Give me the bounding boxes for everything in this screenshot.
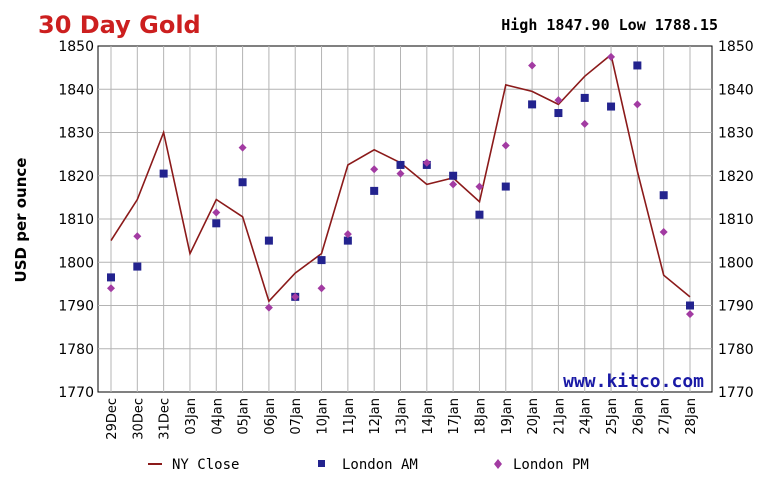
x-tick-label: 26Jan	[631, 398, 646, 435]
y-axis-label: USD per ounce	[12, 158, 30, 283]
point-london-am	[449, 171, 458, 180]
point-london-pm	[449, 180, 458, 189]
x-tick-label: 06Jan	[263, 398, 278, 435]
y-tick-label-left: 1780	[58, 342, 94, 358]
x-tick-label: 10Jan	[316, 398, 331, 435]
point-london-am	[607, 102, 616, 111]
point-london-am	[317, 256, 326, 265]
point-london-am	[501, 182, 510, 191]
legend-swatch-london-am	[318, 460, 325, 467]
x-tick-label: 29Dec	[105, 398, 120, 440]
y-tick-label-left: 1770	[58, 385, 94, 401]
x-tick-label: 19Jan	[500, 398, 515, 435]
y-tick-label-right: 1820	[718, 169, 754, 185]
y-tick-label-right: 1830	[718, 126, 754, 142]
point-london-am	[343, 236, 352, 245]
point-london-am	[554, 109, 563, 118]
point-london-pm	[607, 52, 616, 61]
x-tick-label: 17Jan	[447, 398, 462, 435]
point-london-pm	[343, 230, 352, 239]
y-tick-label-right: 1780	[718, 342, 754, 358]
point-london-pm	[212, 208, 221, 217]
point-london-pm	[396, 169, 405, 178]
point-london-pm	[475, 182, 484, 191]
x-tick-label: 07Jan	[289, 398, 304, 435]
x-tick-label: 27Jan	[658, 398, 673, 435]
x-tick-label: 14Jan	[421, 398, 436, 435]
x-tick-label: 24Jan	[579, 398, 594, 435]
y-tick-label-right: 1800	[718, 255, 754, 271]
point-london-pm	[107, 284, 115, 293]
y-tick-label-left: 1810	[58, 212, 94, 228]
x-tick-label: 18Jan	[473, 398, 488, 435]
point-london-am	[396, 160, 405, 169]
point-london-pm	[317, 284, 326, 293]
point-london-am	[107, 273, 115, 282]
y-tick-label-right: 1770	[718, 385, 754, 401]
point-london-pm	[501, 141, 510, 150]
x-tick-label: 03Jan	[184, 398, 199, 435]
point-london-pm	[422, 158, 431, 167]
y-tick-label-left: 1790	[58, 299, 94, 315]
point-london-am	[370, 186, 379, 195]
point-london-am	[580, 93, 589, 102]
y-tick-label-right: 1790	[718, 299, 754, 315]
x-tick-label: 05Jan	[237, 398, 252, 435]
watermark: www.kitco.com	[563, 371, 704, 392]
point-london-am	[633, 61, 642, 70]
y-tick-label-left: 1800	[58, 255, 94, 271]
y-tick-label-left: 1840	[58, 82, 94, 98]
point-london-am	[475, 210, 484, 219]
point-london-pm	[291, 292, 300, 301]
gridlines	[98, 46, 712, 392]
series-layer	[107, 52, 694, 319]
x-tick-label: 28Jan	[684, 398, 699, 435]
legend-swatch-london-pm	[494, 459, 502, 469]
chart-title: 30 Day Gold	[38, 11, 201, 39]
x-tick-label: 13Jan	[395, 398, 410, 435]
point-london-pm	[554, 96, 563, 105]
high-low-readout: High 1847.90 Low 1788.15	[501, 16, 718, 34]
point-london-pm	[370, 165, 379, 174]
legend-label-london-am: London AM	[342, 457, 418, 473]
point-london-pm	[133, 232, 142, 241]
y-tick-label-left: 1820	[58, 169, 94, 185]
point-london-am	[528, 100, 537, 109]
point-london-am	[212, 219, 221, 228]
y-tick-label-right: 1840	[718, 82, 754, 98]
x-tick-label: 04Jan	[210, 398, 225, 435]
y-axis-right: 1850 1840 1830 1820 1810 1800 1790 1780 1770	[718, 39, 754, 401]
y-tick-label-left: 1850	[58, 39, 94, 55]
x-tick-label: 30Dec	[131, 398, 146, 440]
legend: NY Close London AM London PM	[148, 457, 589, 473]
x-tick-label: 25Jan	[605, 398, 620, 435]
point-london-pm	[633, 100, 642, 109]
y-tick-label-right: 1810	[718, 212, 754, 228]
legend-label-london-pm: London PM	[513, 457, 589, 473]
x-tick-label: 20Jan	[526, 398, 541, 435]
y-tick-label-left: 1830	[58, 126, 94, 142]
x-tick-label: 31Dec	[158, 398, 173, 440]
point-london-pm	[580, 119, 589, 128]
point-london-pm	[659, 227, 668, 236]
point-london-pm	[238, 143, 247, 152]
point-london-am	[264, 236, 273, 245]
point-london-am	[238, 178, 247, 187]
x-tick-label: 12Jan	[368, 398, 383, 435]
point-london-pm	[264, 303, 273, 312]
point-london-am	[159, 169, 168, 178]
point-london-am	[133, 262, 142, 271]
x-tick-label: 11Jan	[342, 398, 357, 435]
y-tick-label-right: 1850	[718, 39, 754, 55]
point-london-pm	[686, 310, 694, 319]
point-london-am	[686, 301, 694, 310]
point-london-am	[659, 191, 668, 200]
x-axis: 29Dec 30Dec 31Dec 03Jan 04Jan 05Jan 06Jan 07Jan…	[105, 398, 699, 440]
legend-label-ny-close: NY Close	[172, 457, 239, 473]
x-tick-label: 21Jan	[552, 398, 567, 435]
y-axis-left: 1850 1840 1830 1820 1810 1800 1790 1780 1770	[58, 39, 94, 401]
point-london-pm	[528, 61, 537, 70]
